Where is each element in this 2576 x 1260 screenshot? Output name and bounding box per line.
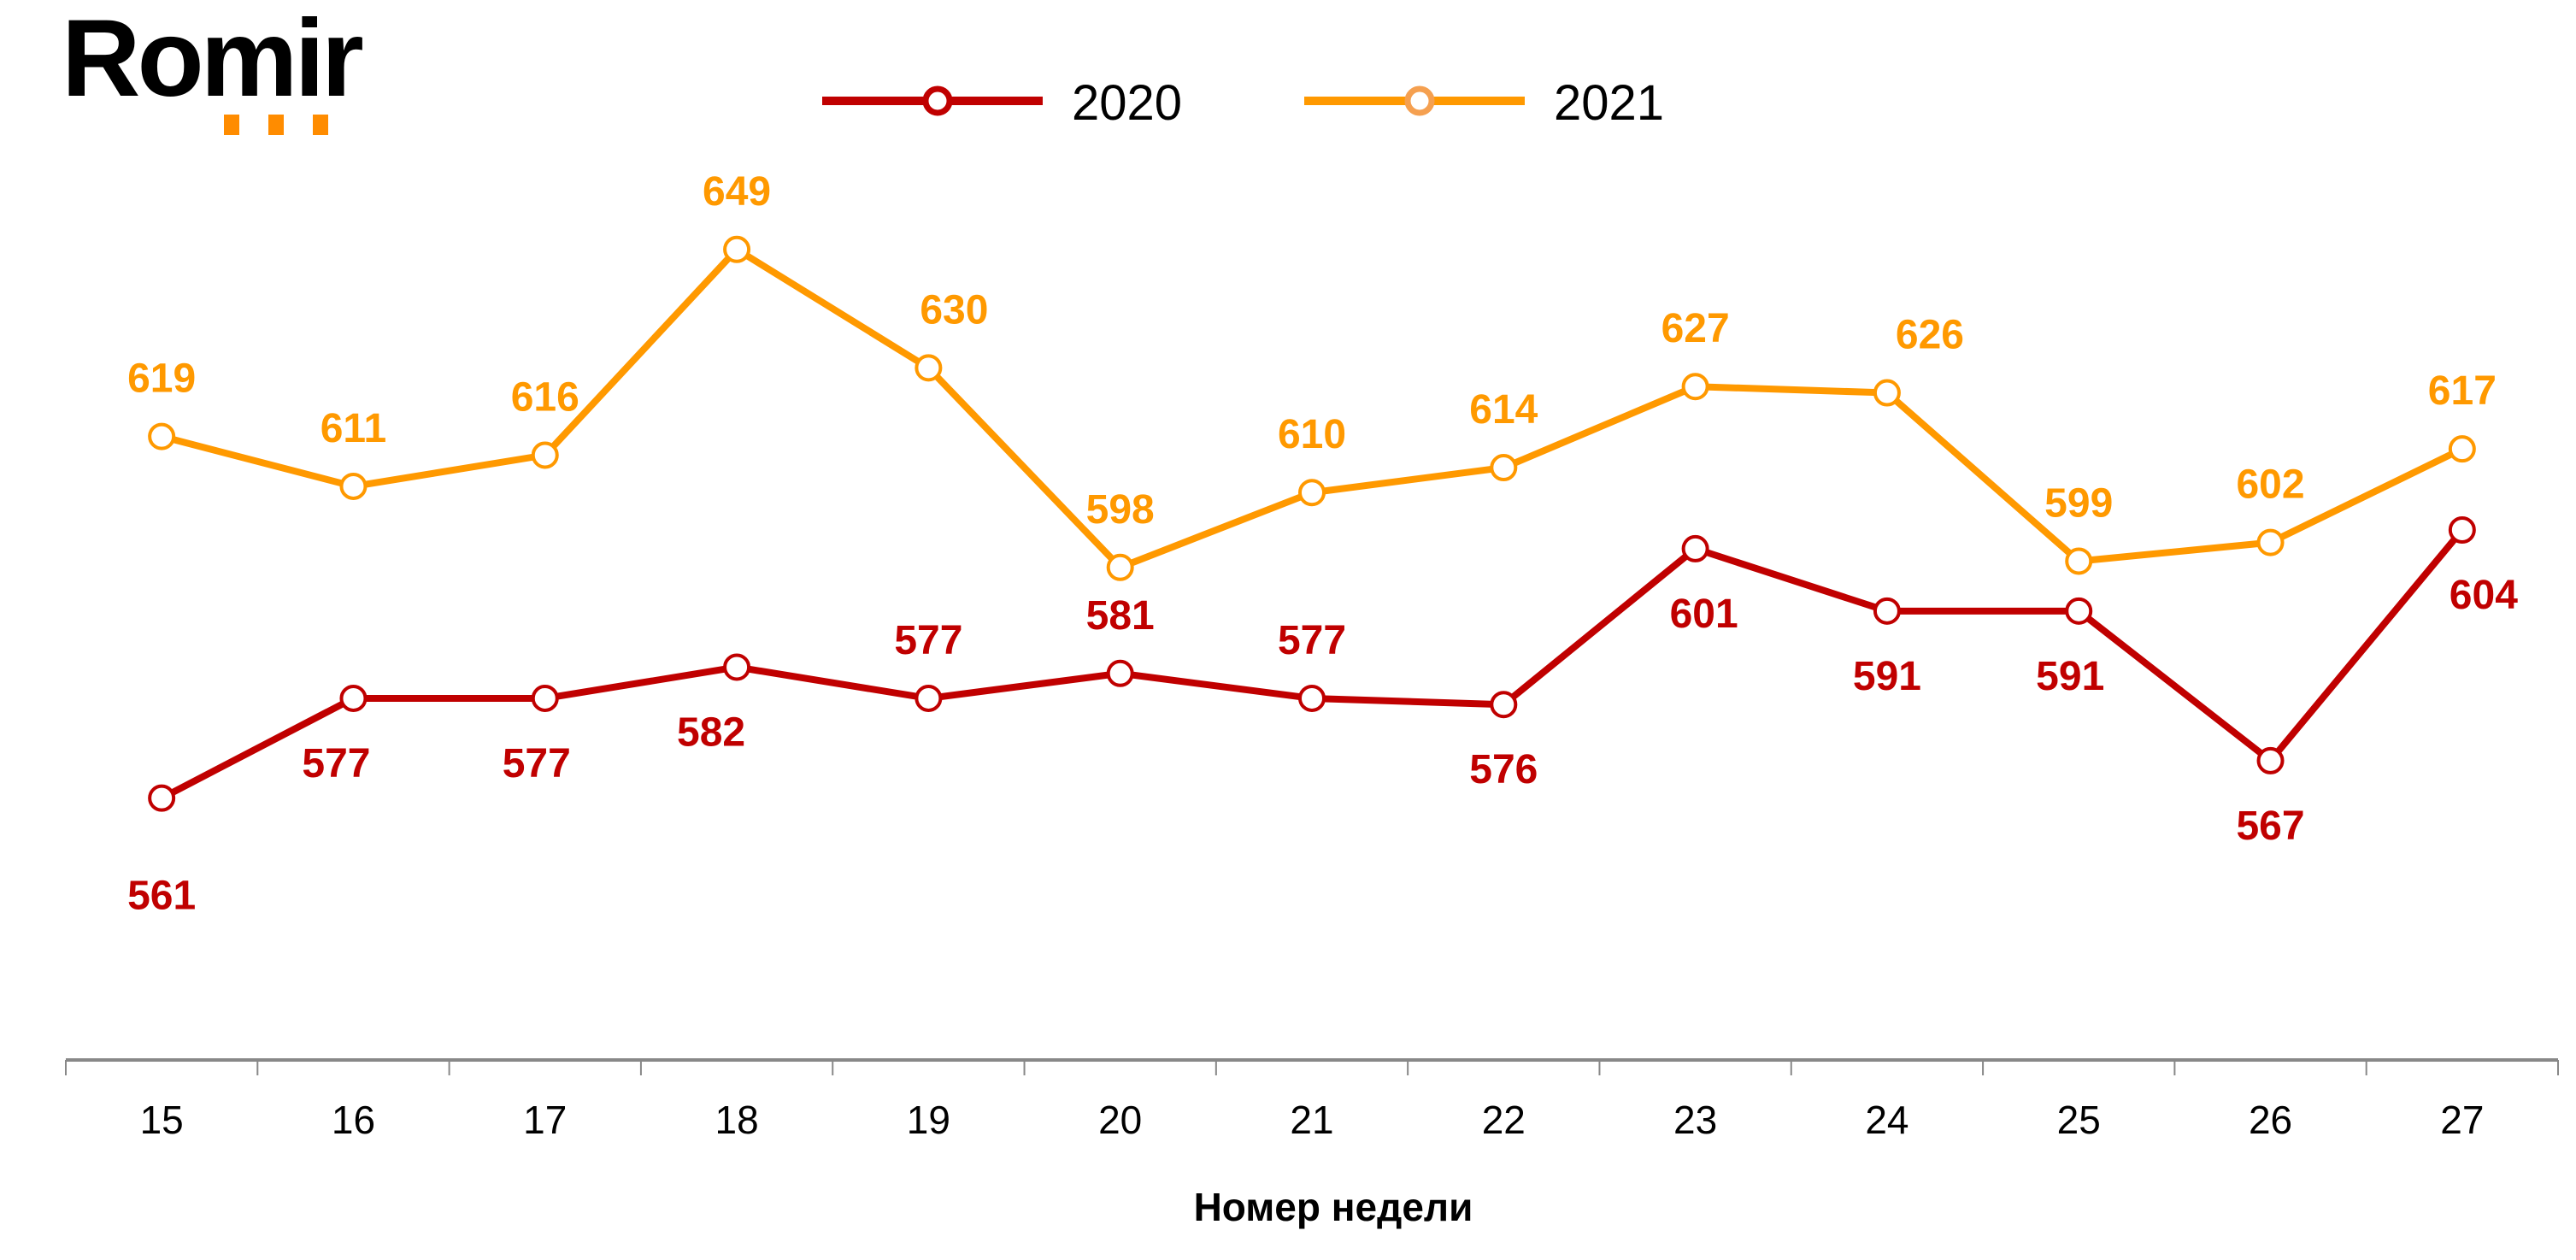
x-tick-label: 27 (2440, 1098, 2484, 1142)
x-tick-label: 15 (140, 1098, 184, 1142)
data-label: 614 (1469, 387, 1538, 433)
legend-item-2021: 2021 (1304, 75, 1664, 131)
data-label: 577 (1278, 618, 1346, 663)
data-point (1298, 479, 1326, 507)
data-point (2256, 528, 2285, 556)
data-label: 599 (2044, 480, 2113, 526)
legend-marker (1404, 85, 1435, 116)
data-point (1873, 597, 1901, 625)
legend-label: 2020 (1072, 75, 1182, 131)
x-tick-label: 18 (715, 1098, 758, 1142)
data-point (2065, 547, 2093, 575)
data-point (723, 235, 751, 263)
data-label: 577 (503, 741, 571, 786)
data-label: 577 (302, 741, 370, 786)
series-2021 (148, 235, 2476, 581)
series-2020 (148, 516, 2476, 812)
data-label: 630 (920, 287, 988, 333)
data-point (723, 653, 751, 681)
data-label: 611 (321, 406, 386, 451)
series-line (161, 245, 2464, 571)
x-tick-label: 20 (1098, 1098, 1142, 1142)
data-label: 567 (2236, 804, 2304, 849)
x-tick-label: 19 (907, 1098, 950, 1142)
x-axis-title: Номер недели (1194, 1185, 1473, 1229)
data-point (339, 472, 368, 500)
data-point (1873, 379, 1901, 407)
data-label: 591 (2036, 654, 2104, 699)
legend: 2020 2021 (822, 75, 1664, 131)
data-label: 577 (894, 618, 962, 663)
data-label: 616 (511, 374, 579, 420)
data-point (1490, 454, 1518, 482)
data-label: 601 (1670, 592, 1738, 637)
data-label: 602 (2236, 462, 2304, 508)
data-point (2065, 597, 2093, 625)
data-point (531, 441, 559, 469)
data-label: 610 (1278, 412, 1346, 457)
data-labels: 561 577 577 582 577 581 577 576 601 591 591 567 604 6… (127, 169, 2518, 919)
x-tick-label: 21 (1290, 1098, 1333, 1142)
logo-dot (268, 115, 284, 135)
data-point (531, 684, 559, 712)
data-label: 627 (1661, 306, 1730, 351)
data-label: 582 (677, 709, 745, 755)
x-tick-label: 26 (2249, 1098, 2292, 1142)
data-label: 591 (1853, 654, 1921, 699)
data-point (915, 354, 943, 382)
legend-label: 2021 (1554, 75, 1664, 131)
data-point (1490, 691, 1518, 719)
data-point (339, 684, 368, 712)
data-label: 576 (1469, 747, 1538, 792)
data-label: 617 (2428, 368, 2497, 414)
data-point (148, 422, 176, 450)
x-tick-label: 23 (1673, 1098, 1717, 1142)
data-label: 649 (703, 169, 771, 215)
legend-item-2020: 2020 (822, 75, 1182, 131)
data-point (2448, 516, 2476, 544)
logo-text: Romir (62, 0, 362, 120)
data-label: 561 (127, 874, 196, 919)
data-point (1681, 373, 1709, 401)
x-tick-label: 16 (332, 1098, 375, 1142)
series-group (148, 235, 2476, 812)
data-point (1298, 684, 1326, 712)
logo-dot (224, 115, 239, 135)
data-point (1681, 534, 1709, 562)
data-label: 581 (1086, 593, 1155, 639)
x-tick-label: 25 (2057, 1098, 2101, 1142)
x-axis: 15 16 17 18 19 20 21 22 23 24 25 26 27 (65, 1058, 2559, 1142)
x-tick-label: 17 (523, 1098, 567, 1142)
x-tick-label: 24 (1865, 1098, 1908, 1142)
data-point (1106, 553, 1134, 581)
data-label: 626 (1896, 313, 1964, 358)
data-point (1106, 659, 1134, 687)
data-point (915, 684, 943, 712)
x-tick-label: 22 (1482, 1098, 1526, 1142)
data-label: 604 (2450, 573, 2518, 618)
data-point (2448, 435, 2476, 463)
data-label: 619 (127, 356, 196, 402)
data-label: 598 (1086, 487, 1155, 533)
romir-logo: Romir (62, 0, 366, 135)
data-point (2256, 746, 2285, 774)
legend-marker (922, 85, 953, 116)
logo-dot (313, 115, 328, 135)
data-point (148, 784, 176, 812)
